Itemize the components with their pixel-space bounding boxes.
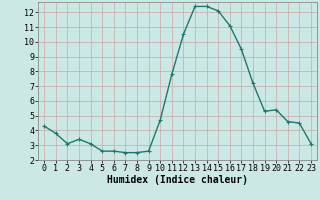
- X-axis label: Humidex (Indice chaleur): Humidex (Indice chaleur): [107, 175, 248, 185]
